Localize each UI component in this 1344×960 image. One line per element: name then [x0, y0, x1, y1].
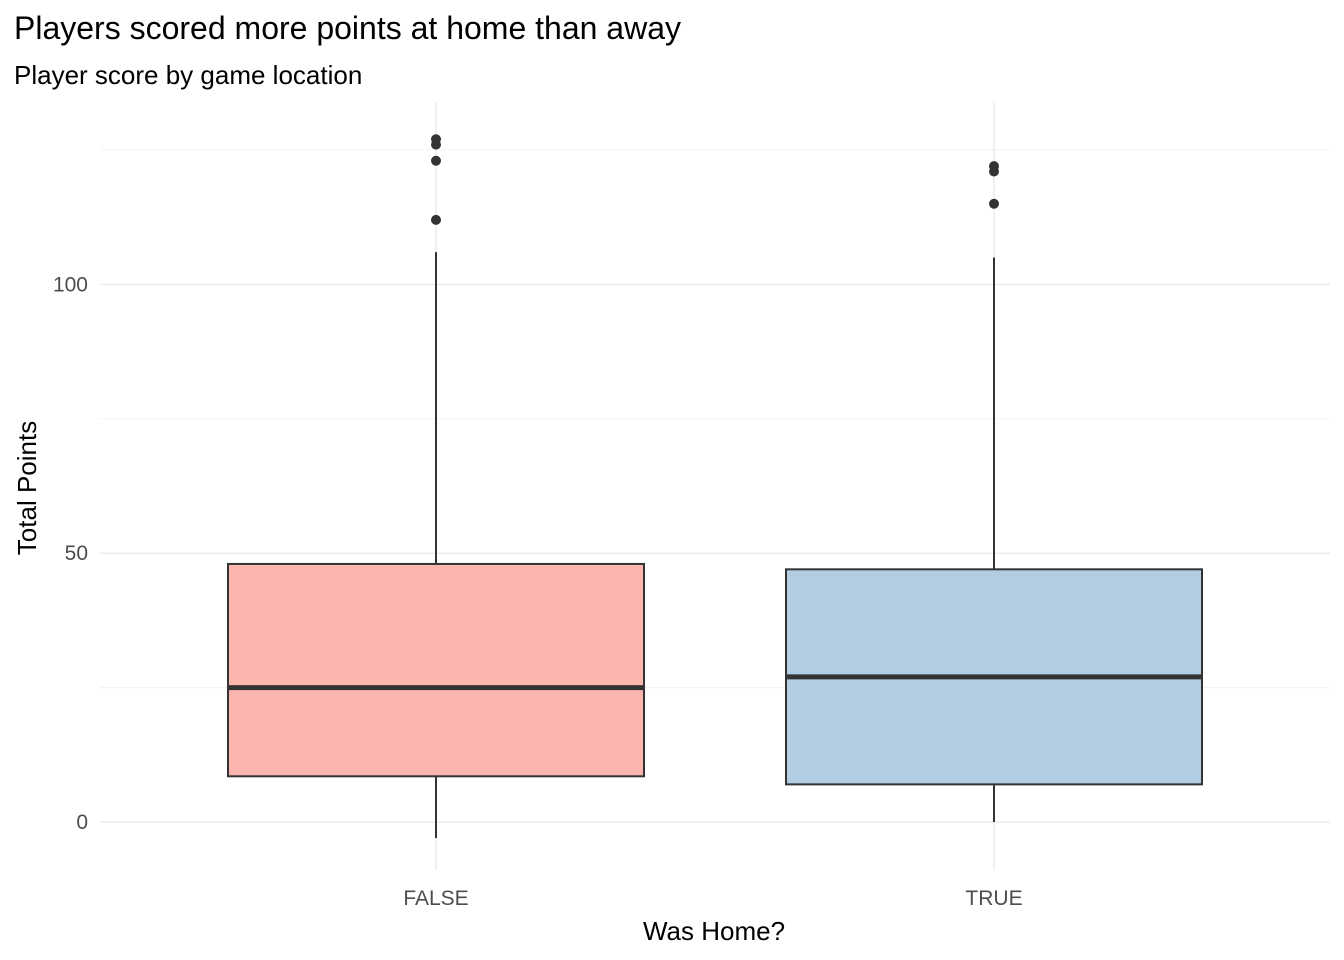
chart-subtitle: Player score by game location [14, 60, 363, 90]
box-layer [227, 134, 1203, 839]
outlier-point [431, 214, 441, 225]
box-group-true [785, 161, 1203, 822]
box-group-false [227, 134, 645, 839]
x-tick-label: TRUE [965, 887, 1022, 910]
chart-title: Players scored more points at home than … [14, 10, 681, 46]
outlier-point [431, 134, 441, 145]
y-axis-title: Total Points [12, 421, 42, 555]
outlier-point [431, 155, 441, 166]
box-iqr [227, 562, 645, 778]
x-axis-title: Was Home? [643, 916, 785, 946]
x-tick-label: FALSE [403, 887, 468, 910]
y-tick-label: 50 [65, 542, 88, 565]
label-layer: 0 50 100 FALSE TRUE [53, 273, 1023, 910]
y-tick-label: 100 [53, 273, 88, 296]
outlier-point [989, 161, 999, 172]
outlier-point [989, 198, 999, 209]
y-tick-label: 0 [76, 811, 88, 834]
